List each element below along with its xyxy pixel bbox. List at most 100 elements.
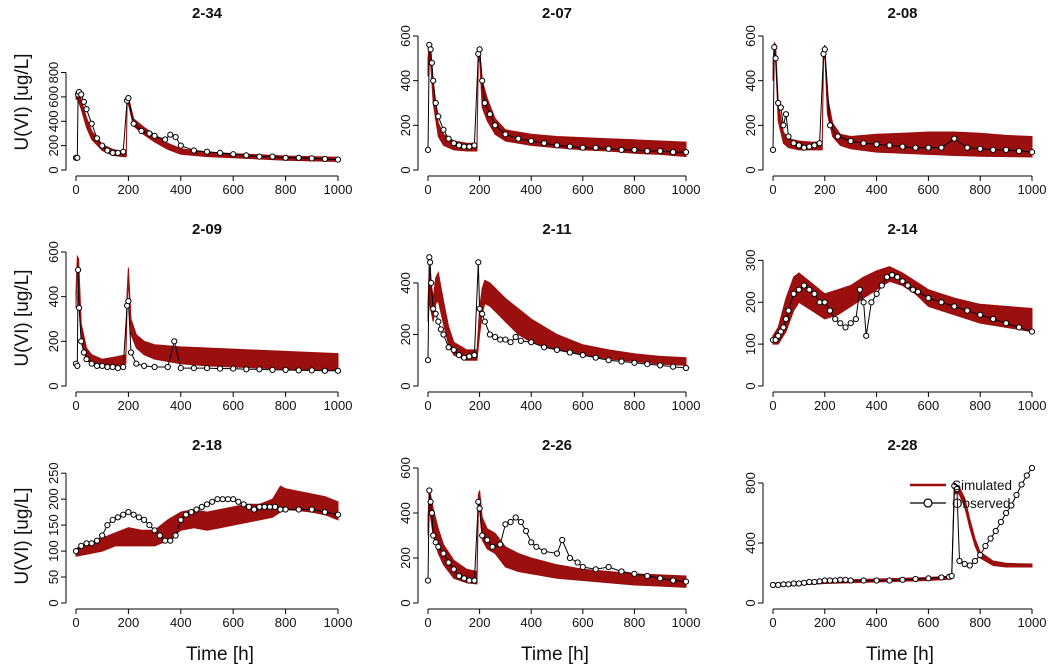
observed-point: [188, 508, 195, 516]
simulated-band: [75, 485, 339, 557]
x-axis: 0 200 400 600 800 1000: [769, 391, 1046, 413]
observed-point: [492, 333, 499, 341]
observed-point: [566, 349, 574, 356]
y-tick-label: 600: [743, 25, 758, 47]
observed-point: [771, 44, 778, 51]
observed-point: [541, 344, 548, 351]
y-tick-label: 800: [743, 472, 758, 494]
observed-point: [842, 324, 849, 331]
observed-point: [618, 146, 625, 153]
observed-point: [295, 154, 302, 161]
observed-point: [1028, 328, 1036, 335]
observed-point: [644, 572, 651, 580]
x-tick-label: 800: [275, 182, 297, 197]
observed-point: [951, 303, 958, 310]
observed-point: [193, 506, 200, 513]
observed-point: [230, 496, 237, 503]
observed-point: [528, 137, 535, 145]
observed-point: [566, 554, 574, 562]
observed-point: [466, 353, 473, 360]
observed-point: [224, 496, 232, 503]
observed-point: [428, 509, 435, 517]
x-axis-label-col-1: Time [h]: [186, 644, 254, 665]
observed-point: [964, 144, 971, 151]
observed-point: [832, 577, 839, 584]
observed-point: [217, 365, 224, 372]
observed-point: [432, 539, 439, 546]
observed-point: [427, 46, 434, 53]
y-tick-label: 0: [398, 166, 413, 173]
x-axis-label-col-2: Time [h]: [521, 644, 589, 665]
observed-point: [256, 503, 263, 510]
observed-point: [948, 572, 955, 580]
observed-point: [1028, 149, 1036, 156]
observed-point: [816, 578, 823, 585]
observed-point: [74, 154, 81, 161]
y-tick-label: 300: [743, 250, 758, 272]
x-tick-label: 0: [769, 398, 776, 413]
observed-point: [541, 140, 548, 147]
x-tick-label: 0: [72, 182, 79, 197]
x-tick-label: 800: [275, 398, 297, 413]
observed-point: [146, 522, 153, 529]
observed-point: [476, 305, 483, 312]
observed-point: [430, 77, 437, 84]
observed-point: [821, 577, 828, 584]
observed-point: [177, 516, 184, 524]
observed-point: [790, 290, 797, 297]
observed-point: [481, 99, 488, 107]
observed-point: [780, 122, 787, 129]
panel-2-28: 2-28 0 200 400 600 800 1000 0 400 800: [743, 437, 1046, 630]
observed-point: [631, 359, 638, 366]
observed-point: [566, 143, 574, 150]
observed-point: [428, 279, 435, 286]
x-tick-label: 200: [469, 615, 491, 630]
x-tick-label: 200: [814, 182, 836, 197]
observed-point: [75, 266, 82, 273]
observed-point: [816, 299, 823, 306]
x-tick-label: 1000: [672, 182, 701, 197]
y-axis: 0 50 100 150 200 250: [46, 462, 67, 607]
y-tick-label: 0: [46, 599, 61, 606]
observed-point: [553, 550, 561, 557]
observed-point: [512, 514, 519, 521]
observed-point: [977, 551, 984, 559]
panel-2-34: 2-34 0 200 400 600 800 1000 0 200 400 600 800: [46, 5, 352, 197]
x-tick-label: 1000: [1018, 182, 1047, 197]
observed-point: [88, 360, 95, 367]
observed-point: [515, 135, 522, 142]
y-tick-label: 0: [398, 382, 413, 389]
panel-title: 2-11: [542, 221, 571, 238]
observed-point: [806, 143, 813, 150]
x-axis: 0 200 400 600 800 1000: [424, 391, 700, 413]
y-axis: 0 200 400 600 800: [46, 62, 67, 174]
observed-point: [475, 259, 482, 266]
observed-point: [127, 349, 135, 356]
observed-point: [435, 113, 442, 120]
y-axis: 0 400 800: [743, 472, 764, 607]
panel-2-08: 2-08 0 200 400 600 800 1000 0 200 400 600: [743, 5, 1046, 197]
observed-point: [806, 286, 813, 293]
x-tick-label: 600: [918, 615, 940, 630]
observed-point: [171, 338, 178, 345]
observed-point: [961, 560, 968, 568]
observed-point: [479, 310, 486, 317]
observed-point: [219, 496, 226, 503]
observed-point: [466, 143, 473, 150]
x-tick-label: 0: [424, 398, 431, 413]
x-axis: 0 200 400 600 800 1000: [424, 608, 700, 630]
x-tick-label: 600: [918, 398, 940, 413]
x-tick-label: 400: [170, 615, 192, 630]
observed-point: [909, 286, 917, 293]
observed-point: [574, 559, 581, 566]
x-tick-label: 400: [170, 182, 192, 197]
observed-point: [198, 503, 205, 510]
y-tick-label: 50: [46, 570, 61, 584]
observed-point: [1008, 502, 1015, 509]
observed-point: [471, 577, 478, 584]
observed-point: [203, 148, 211, 155]
y-tick-label: 200: [398, 324, 413, 346]
observed-point: [266, 503, 273, 510]
observed-point: [114, 365, 122, 372]
observed-point: [528, 339, 535, 346]
